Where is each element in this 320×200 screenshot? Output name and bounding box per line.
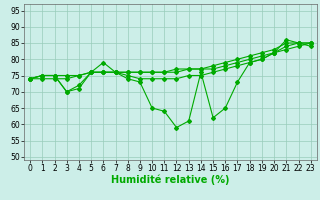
X-axis label: Humidité relative (%): Humidité relative (%) bbox=[111, 175, 230, 185]
